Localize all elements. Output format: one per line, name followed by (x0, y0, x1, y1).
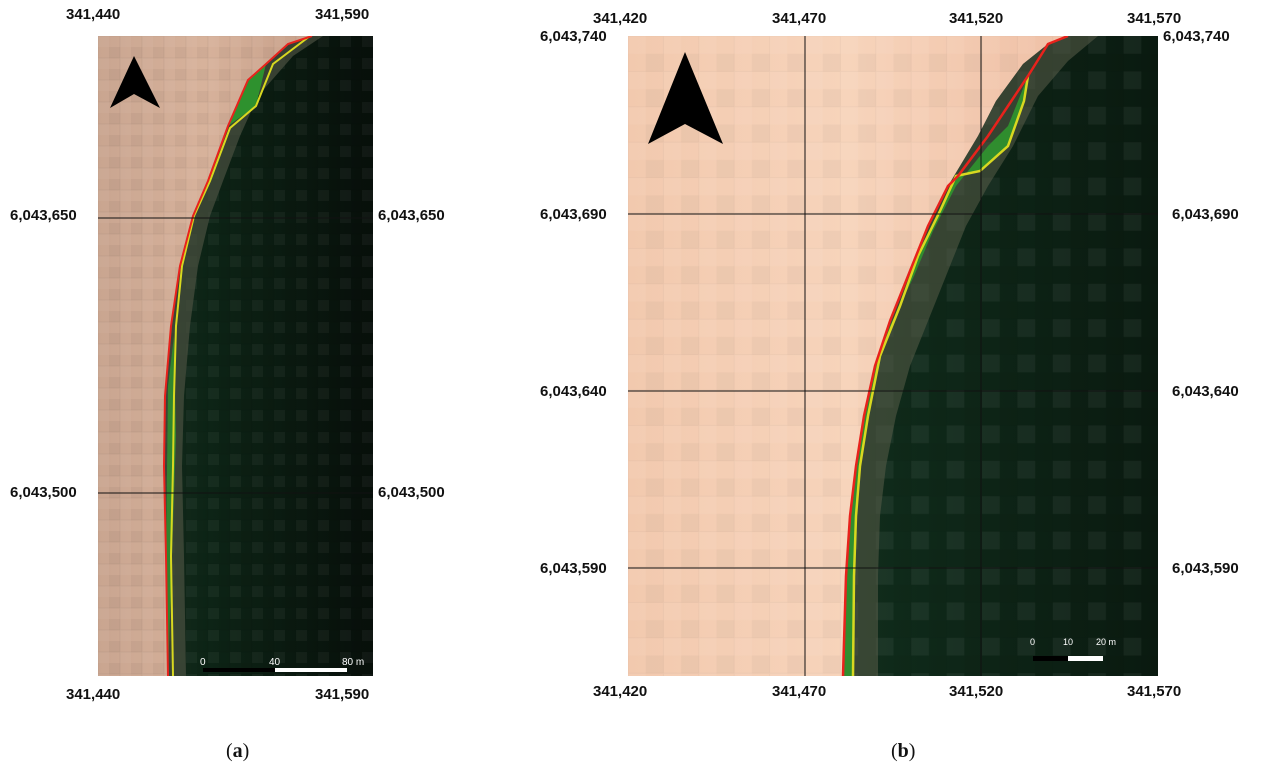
x-label-top: 341,570 (1127, 10, 1182, 27)
scale-label: 0 (1030, 637, 1036, 647)
scale-bar-segment (1033, 656, 1068, 661)
north-arrow-icon (648, 52, 723, 144)
x-label-bottom: 341,570 (1127, 683, 1182, 700)
shoreline-red (841, 36, 1069, 676)
y-label-left: 6,043,640 (540, 383, 607, 400)
scale-bar-segment (1068, 656, 1103, 661)
y-label-right: 6,043,650 (378, 207, 445, 224)
scale-label: 80 m (342, 657, 365, 668)
x-label-top: 341,470 (772, 10, 827, 27)
y-label-left: 6,043,590 (540, 560, 607, 577)
y-label-right: 6,043,740 (1163, 28, 1230, 45)
shoreline-yellow (851, 75, 1030, 676)
map-image-a (98, 36, 373, 676)
shoreline-change-area (228, 64, 266, 126)
y-label-right: 6,043,640 (1172, 383, 1239, 400)
scale-label: 40 (269, 657, 281, 668)
map-image-b (628, 36, 1158, 676)
x-label-top: 341,520 (949, 10, 1004, 27)
map-panel-a (98, 36, 373, 676)
y-label-left: 6,043,690 (540, 206, 607, 223)
scale-label: 0 (200, 657, 206, 668)
scale-label: 20 m (1096, 637, 1117, 647)
y-label-right: 6,043,690 (1172, 206, 1239, 223)
x-label-bottom: 341,590 (315, 686, 370, 703)
x-label-top: 341,590 (315, 6, 370, 23)
scale-bar-segment (203, 668, 275, 672)
y-label-left: 6,043,500 (10, 484, 77, 501)
y-label-left: 6,043,650 (10, 207, 77, 224)
y-label-right: 6,043,590 (1172, 560, 1239, 577)
north-arrow-icon (110, 56, 160, 108)
shoreline-red (162, 36, 313, 676)
map-panel-b (628, 36, 1158, 676)
shoreline-change-area (843, 76, 1028, 676)
x-label-top: 341,420 (593, 10, 648, 27)
y-label-right: 6,043,500 (378, 484, 445, 501)
scale-bar-segment (275, 668, 347, 672)
x-label-bottom: 341,520 (949, 683, 1004, 700)
x-label-bottom: 341,440 (66, 686, 121, 703)
y-label-left: 6,043,740 (540, 28, 607, 45)
shoreline-yellow (169, 36, 311, 676)
scale-label: 10 (1063, 637, 1074, 647)
x-label-bottom: 341,470 (772, 683, 827, 700)
caption-a: (a) (226, 740, 250, 762)
x-label-bottom: 341,420 (593, 683, 648, 700)
x-label-top: 341,440 (66, 6, 121, 23)
caption-b: (b) (891, 740, 916, 762)
